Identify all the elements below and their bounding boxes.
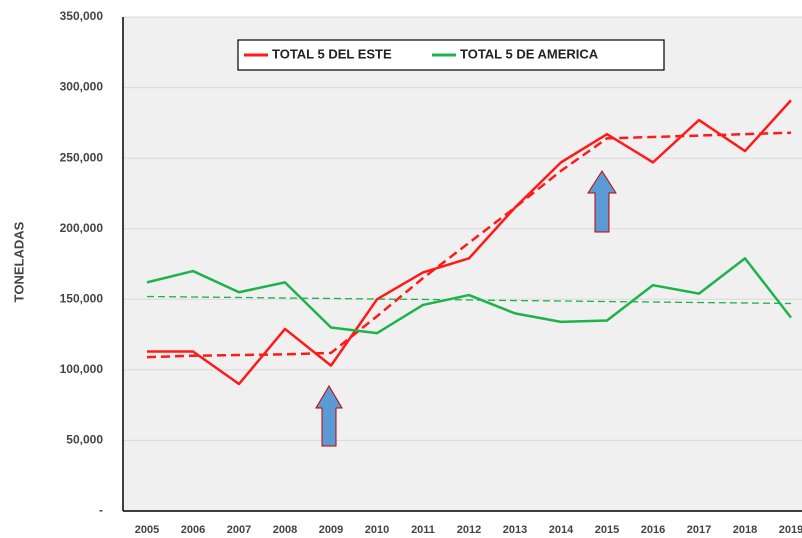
legend-label: TOTAL 5 DE AMERICA (460, 46, 599, 61)
trend-line (146, 131, 792, 359)
x-tick-label: 2008 (273, 524, 297, 536)
x-tick-label: 2016 (641, 524, 665, 536)
arrow (315, 385, 343, 447)
y-tick-label: - (99, 503, 103, 517)
y-tick-label: 150,000 (60, 291, 104, 305)
trend-line (146, 295, 792, 305)
x-tick-label: 2014 (549, 524, 574, 536)
x-tick-label: 2006 (181, 524, 205, 536)
x-tick-label: 2009 (319, 524, 343, 536)
x-tick-label: 2005 (135, 524, 159, 536)
legend-label: TOTAL 5 DEL ESTE (272, 46, 392, 61)
y-tick-label: 50,000 (66, 433, 103, 447)
y-tick-label: 350,000 (60, 9, 104, 23)
x-tick-label: 2017 (687, 524, 711, 536)
plot-area (123, 17, 802, 511)
arrow (587, 170, 617, 233)
x-tick-label: 2007 (227, 524, 251, 536)
x-tick-label: 2018 (733, 524, 757, 536)
x-tick-label: 2013 (503, 524, 527, 536)
series-line (147, 99, 792, 386)
y-tick-label: 250,000 (60, 150, 104, 164)
x-tick-label: 2012 (457, 524, 481, 536)
x-tick-label: 2010 (365, 524, 389, 536)
x-tick-label: 2019 (779, 524, 802, 536)
x-tick-label: 2015 (595, 524, 619, 536)
y-tick-label: 300,000 (60, 80, 104, 94)
y-axis-label: TONELADAS (11, 221, 26, 302)
y-tick-label: 100,000 (60, 362, 104, 376)
x-tick-label: 2011 (411, 524, 435, 536)
y-tick-label: 200,000 (60, 221, 104, 235)
series-line (146, 257, 792, 335)
